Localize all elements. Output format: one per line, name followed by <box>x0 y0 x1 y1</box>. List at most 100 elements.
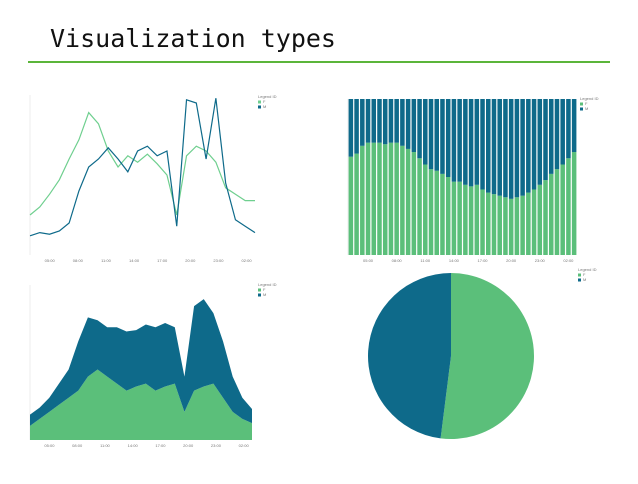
bar-segment <box>411 152 417 255</box>
legend-swatch <box>258 105 261 109</box>
bar-segment <box>474 184 480 255</box>
x-tick-label: 11:00 <box>101 258 111 263</box>
bar-segment <box>486 99 491 193</box>
bar-segment <box>491 194 497 255</box>
legend-swatch <box>580 107 583 111</box>
x-tick-label: 05:00 <box>44 443 55 448</box>
x-tick-label: 02:00 <box>563 258 574 263</box>
legend-title: Legend ID <box>578 267 597 272</box>
bar-segment <box>571 99 577 153</box>
bar-segment <box>468 99 474 187</box>
area-series <box>30 369 252 440</box>
bar-segment <box>400 145 405 255</box>
x-tick-label: 20:00 <box>183 443 194 448</box>
bar-segment <box>440 173 445 255</box>
x-tick-label: 11:00 <box>100 443 110 448</box>
bar-segment <box>543 99 548 181</box>
bar-segment <box>560 164 565 255</box>
pie-slice <box>440 273 534 439</box>
bar-segment <box>520 195 525 255</box>
bar-segment <box>377 99 382 143</box>
bar-segment <box>508 99 514 199</box>
x-tick-label: 23:00 <box>213 258 224 263</box>
bar-segment <box>520 99 525 196</box>
bar-segment <box>486 192 491 255</box>
x-tick-label: 05:00 <box>45 258 56 263</box>
bar-segment <box>428 99 434 170</box>
x-tick-label: 02:00 <box>242 258 253 263</box>
bar-segment <box>497 195 502 255</box>
legend-label: M <box>263 104 266 109</box>
legend-swatch <box>580 102 583 106</box>
bar-segment <box>554 169 560 255</box>
bar-segment <box>371 142 377 255</box>
bar-segment <box>497 99 502 196</box>
bar-segment <box>491 99 497 195</box>
legend-label: F <box>263 99 266 104</box>
bar-segment <box>514 197 520 255</box>
bar-segment <box>503 197 508 255</box>
bar-segment <box>365 142 371 255</box>
bar-segment <box>434 99 439 171</box>
legend-title: Legend ID <box>580 96 599 101</box>
bar-segment <box>405 148 411 255</box>
bar-segment <box>445 177 451 255</box>
bar-segment <box>434 170 439 255</box>
bar-segment <box>548 173 554 255</box>
legend-label: F <box>583 272 586 277</box>
bar-segment <box>457 181 462 255</box>
bar-segment <box>531 99 537 190</box>
bar-segment <box>423 99 428 165</box>
bar-segment <box>394 99 399 143</box>
bar-segment <box>423 164 428 255</box>
x-tick-label: 05:00 <box>363 258 374 263</box>
legend-swatch <box>578 273 581 277</box>
line-series <box>29 111 255 216</box>
bar-segment <box>480 99 485 190</box>
bar-segment <box>508 198 514 255</box>
bar-segment <box>474 99 480 185</box>
legend-title: Legend ID <box>258 94 277 99</box>
x-tick-label: 08:00 <box>72 443 83 448</box>
bar-segment <box>537 184 543 255</box>
x-tick-label: 17:00 <box>157 258 168 263</box>
x-tick-label: 02:00 <box>239 443 250 448</box>
bar-segment <box>428 169 434 255</box>
slide-title: Visualization types <box>50 24 336 53</box>
x-tick-label: 17:00 <box>155 443 166 448</box>
bar-segment <box>451 99 457 182</box>
bar-segment <box>371 99 377 143</box>
legend-swatch <box>258 293 261 297</box>
bar-segment <box>360 145 365 255</box>
line-series <box>29 98 256 237</box>
area-series <box>30 299 252 426</box>
legend-swatch <box>258 288 261 292</box>
x-tick-label: 14:00 <box>129 258 140 263</box>
bar-segment <box>571 152 577 255</box>
x-tick-label: 14:00 <box>449 258 460 263</box>
bar-segment <box>400 99 405 146</box>
bar-segment <box>411 99 417 153</box>
x-tick-label: 14:00 <box>128 443 139 448</box>
bar-segment <box>548 99 554 174</box>
legend-swatch <box>578 278 581 282</box>
x-tick-label: 23:00 <box>211 443 222 448</box>
legend-label: F <box>585 101 588 106</box>
bar-segment <box>382 144 388 255</box>
bar-segment <box>440 99 445 174</box>
bar-segment <box>560 99 565 165</box>
legend-swatch <box>258 100 261 104</box>
bar-segment <box>394 142 399 255</box>
bar-segment <box>463 184 468 255</box>
bar-segment <box>480 189 485 255</box>
bar-segment <box>382 99 388 145</box>
bar-segment <box>526 99 531 193</box>
bar-segment <box>348 99 354 157</box>
x-tick-label: 08:00 <box>73 258 84 263</box>
bar-segment <box>354 99 359 154</box>
bar-segment <box>377 142 382 255</box>
x-tick-label: 20:00 <box>506 258 517 263</box>
bar-segment <box>468 186 474 255</box>
bar-segment <box>463 99 468 185</box>
bar-segment <box>388 99 394 143</box>
